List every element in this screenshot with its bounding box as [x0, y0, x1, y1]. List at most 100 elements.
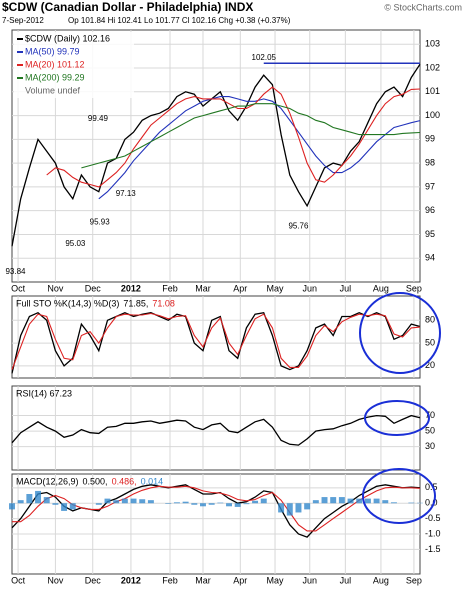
histogram-bar — [261, 499, 267, 504]
x-tick-label: Jun — [302, 283, 317, 293]
histogram-bar — [9, 503, 15, 509]
histogram-bar — [105, 499, 111, 504]
x-tick-label: Aug — [373, 575, 389, 585]
x-tick-label: Aug — [373, 283, 389, 293]
x-tick-label: Oct — [11, 575, 26, 585]
histogram-bar — [61, 503, 67, 511]
histogram-bar — [44, 497, 50, 503]
histogram-bar — [113, 500, 119, 503]
x-tick-label: Dec — [85, 575, 102, 585]
histogram-bar — [322, 497, 328, 503]
x-tick-label: May — [267, 575, 285, 585]
histogram-bar — [139, 499, 145, 503]
y-tick-label: 102 — [425, 62, 440, 72]
histogram-bar — [278, 503, 284, 512]
histogram-bar — [235, 503, 241, 507]
annotation: 95.93 — [90, 217, 111, 226]
histogram-bar — [96, 503, 102, 505]
x-tick-label: Oct — [11, 283, 26, 293]
annotation: 95.03 — [65, 239, 86, 248]
legend-label: MA(50) 99.79 — [25, 46, 80, 56]
histogram-bar — [209, 503, 215, 505]
y-tick-label: 98 — [425, 158, 435, 168]
panel-title: RSI(14) 67.23 — [16, 388, 72, 398]
histogram-bar — [26, 494, 32, 503]
histogram-bar — [287, 503, 293, 515]
histogram-bar — [252, 501, 258, 503]
legend-label: MA(200) 99.29 — [25, 72, 85, 82]
x-tick-label: Nov — [47, 575, 64, 585]
histogram-bar — [18, 500, 24, 503]
x-tick-label: Sep — [406, 575, 422, 585]
x-tick-label: Sep — [406, 283, 422, 293]
panel-title: Full STO %K(14,3) %D(3) — [16, 298, 119, 308]
x-tick-label: May — [267, 283, 285, 293]
histogram-bar — [200, 503, 206, 506]
y-tick-label: 99 — [425, 134, 435, 144]
annotation: 95.76 — [288, 221, 309, 230]
histogram-bar — [122, 499, 128, 504]
annotation: 99.49 — [88, 114, 109, 123]
histogram-bar — [304, 503, 310, 509]
annotation: 97.13 — [116, 189, 137, 198]
histogram-bar — [391, 502, 397, 503]
x-tick-label: Feb — [162, 575, 178, 585]
x-tick-label: Nov — [47, 283, 64, 293]
legend-label: 0.500, — [83, 476, 108, 486]
histogram-bar — [339, 497, 345, 503]
histogram-bar — [52, 503, 58, 505]
legend-label: 0.014 — [141, 476, 164, 486]
chart-title: $CDW (Canadian Dollar - Philadelphia) IN… — [2, 0, 253, 14]
histogram-bar — [35, 491, 41, 503]
histogram-bar — [165, 503, 171, 504]
y-tick-label: 95 — [425, 229, 435, 239]
histogram-bar — [356, 499, 362, 504]
y-tick-label: 96 — [425, 205, 435, 215]
ohlc: Op 101.84 Hi 102.41 Lo 101.77 Cl 102.16 … — [68, 16, 291, 25]
x-tick-label: Apr — [233, 575, 247, 585]
histogram-bar — [226, 503, 232, 506]
histogram-bar — [70, 503, 76, 509]
y-tick-label: -1.5 — [425, 544, 441, 554]
x-tick-label: 2012 — [121, 575, 141, 585]
histogram-bar — [365, 499, 371, 504]
y-tick-label: 50 — [425, 425, 435, 435]
legend-label: 71.85, — [123, 298, 148, 308]
y-tick-label: 100 — [425, 110, 440, 120]
histogram-bar — [131, 499, 137, 504]
legend-label: Volume undef — [25, 85, 81, 95]
y-tick-label: 50 — [425, 337, 435, 347]
histogram-bar — [313, 500, 319, 503]
histogram-bar — [217, 503, 223, 504]
legend-label: 71.08 — [152, 298, 175, 308]
y-tick-label: 103 — [425, 39, 440, 49]
x-tick-label: Jun — [302, 575, 317, 585]
histogram-bar — [348, 499, 354, 504]
y-tick-label: 97 — [425, 181, 435, 191]
x-tick-label: Jul — [340, 283, 352, 293]
histogram-bar — [174, 502, 180, 503]
histogram-bar — [374, 499, 380, 504]
y-tick-label: 94 — [425, 253, 435, 263]
y-tick-label: -1.0 — [425, 528, 441, 538]
histogram-bar — [382, 500, 388, 503]
histogram-bar — [183, 502, 189, 504]
annotation: 93.84 — [5, 267, 26, 276]
histogram-bar — [191, 503, 197, 505]
legend-label: 0.486, — [112, 476, 137, 486]
panel-title: MACD(12,26,9) — [16, 476, 79, 486]
y-tick-label: -0.5 — [425, 513, 441, 523]
x-tick-label: Mar — [195, 283, 211, 293]
x-tick-label: Jul — [340, 575, 352, 585]
x-tick-label: Dec — [85, 283, 102, 293]
source: © StockCharts.com — [384, 2, 462, 12]
y-tick-label: 101 — [425, 86, 440, 96]
histogram-bar — [295, 503, 301, 512]
x-tick-label: 2012 — [121, 283, 141, 293]
legend-label: $CDW (Daily) 102.16 — [25, 33, 110, 43]
histogram-bar — [330, 497, 336, 503]
date: 7-Sep-2012 — [2, 16, 44, 25]
y-tick-label: 80 — [425, 315, 435, 325]
y-tick-label: 30 — [425, 441, 435, 451]
